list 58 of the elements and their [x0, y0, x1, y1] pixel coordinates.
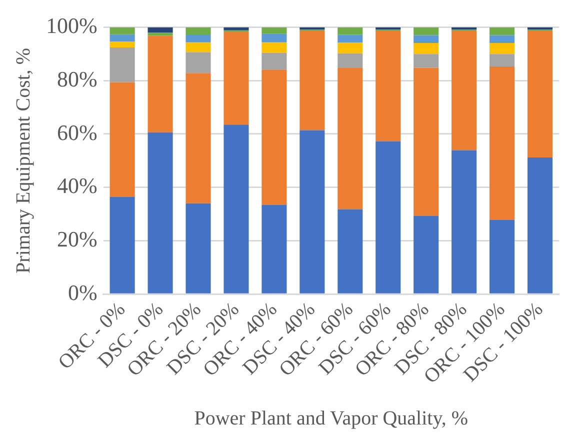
y-axis-title: Primary Equipment Cost, %	[12, 48, 34, 274]
bar	[338, 53, 363, 68]
bar	[490, 220, 515, 294]
bar	[148, 132, 173, 294]
bar	[262, 27, 287, 34]
bar	[376, 30, 401, 142]
bar	[527, 157, 553, 294]
bar	[300, 130, 325, 294]
y-tick-label: 100%	[46, 12, 98, 38]
y-tick-label: 40%	[57, 173, 98, 198]
bar	[300, 30, 325, 130]
bar	[224, 124, 249, 294]
bar	[490, 27, 515, 36]
bar	[490, 42, 515, 54]
bar	[262, 42, 287, 53]
bar	[338, 34, 363, 43]
bar	[338, 68, 363, 210]
bar	[490, 54, 515, 66]
bar	[262, 70, 287, 205]
y-tick-label: 80%	[57, 66, 98, 92]
bar	[262, 34, 287, 42]
bar	[186, 42, 211, 52]
bar	[224, 27, 249, 30]
bar	[338, 42, 363, 54]
bar	[110, 47, 135, 82]
bar	[186, 203, 211, 294]
bar	[186, 52, 211, 74]
y-tick-label: 60%	[57, 120, 98, 145]
bar	[414, 27, 439, 36]
bar	[452, 150, 477, 294]
bar	[452, 30, 477, 150]
bar	[186, 73, 211, 204]
bar	[148, 36, 173, 132]
bar	[527, 30, 553, 158]
bar	[148, 27, 173, 33]
bar	[110, 42, 135, 48]
bar	[414, 35, 439, 43]
y-tick-label: 0%	[68, 280, 98, 305]
bar	[186, 27, 211, 35]
bar	[414, 216, 439, 294]
bar	[338, 209, 363, 294]
bar	[490, 66, 515, 220]
bar	[110, 27, 135, 34]
bar	[224, 31, 249, 125]
bar	[414, 68, 439, 216]
bar	[262, 204, 287, 294]
bar	[262, 52, 287, 70]
x-axis-title: Power Plant and Vapor Quality, %	[194, 407, 468, 430]
y-tick-label: 20%	[57, 226, 98, 252]
bar	[490, 35, 515, 43]
bar	[414, 42, 439, 54]
bar	[414, 54, 439, 68]
bar	[338, 27, 363, 35]
bar	[110, 197, 135, 294]
bar	[186, 34, 211, 42]
bar	[110, 34, 135, 42]
bar	[110, 82, 135, 197]
bar	[376, 141, 401, 294]
